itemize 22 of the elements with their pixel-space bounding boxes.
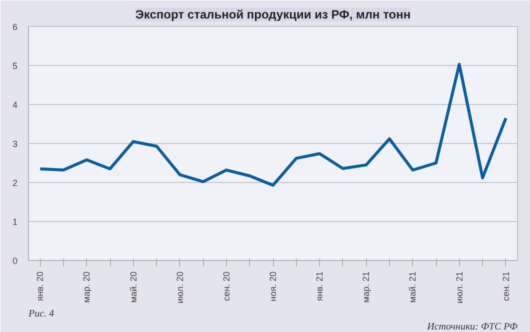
x-tick-label: мар. 21	[361, 271, 372, 303]
x-tick-label: ноя. 20	[268, 271, 278, 302]
y-tick-label: 3	[12, 139, 18, 149]
text: Источники: ФТС РФ	[426, 322, 518, 332]
y-tick-label: 5	[12, 61, 18, 71]
x-tick-label: сен. 20	[221, 271, 232, 301]
x-tick-label: янв. 21	[314, 271, 325, 302]
x-tick-label: июл. 20	[174, 272, 185, 304]
x-tick-label: май. 21	[408, 272, 418, 303]
y-tick-label: 4	[12, 100, 18, 110]
y-tick-label: 0	[12, 256, 18, 266]
y-tick-label: 6	[12, 22, 18, 32]
text: Рис. 4	[28, 308, 54, 320]
line-series	[38, 62, 508, 187]
x-tick-label: мар. 20	[82, 271, 92, 303]
y-tick-label: 1	[12, 217, 18, 227]
x-tick-label: янв. 20	[35, 271, 46, 302]
chart-title: Экспорт стальной продукции из РФ, млн тонн	[135, 8, 411, 22]
x-tick-label: май. 20	[128, 272, 138, 303]
x-tick-label: июл. 21	[454, 272, 464, 304]
y-tick-label: 2	[12, 178, 18, 188]
x-tick-label: сен. 21	[500, 271, 511, 301]
